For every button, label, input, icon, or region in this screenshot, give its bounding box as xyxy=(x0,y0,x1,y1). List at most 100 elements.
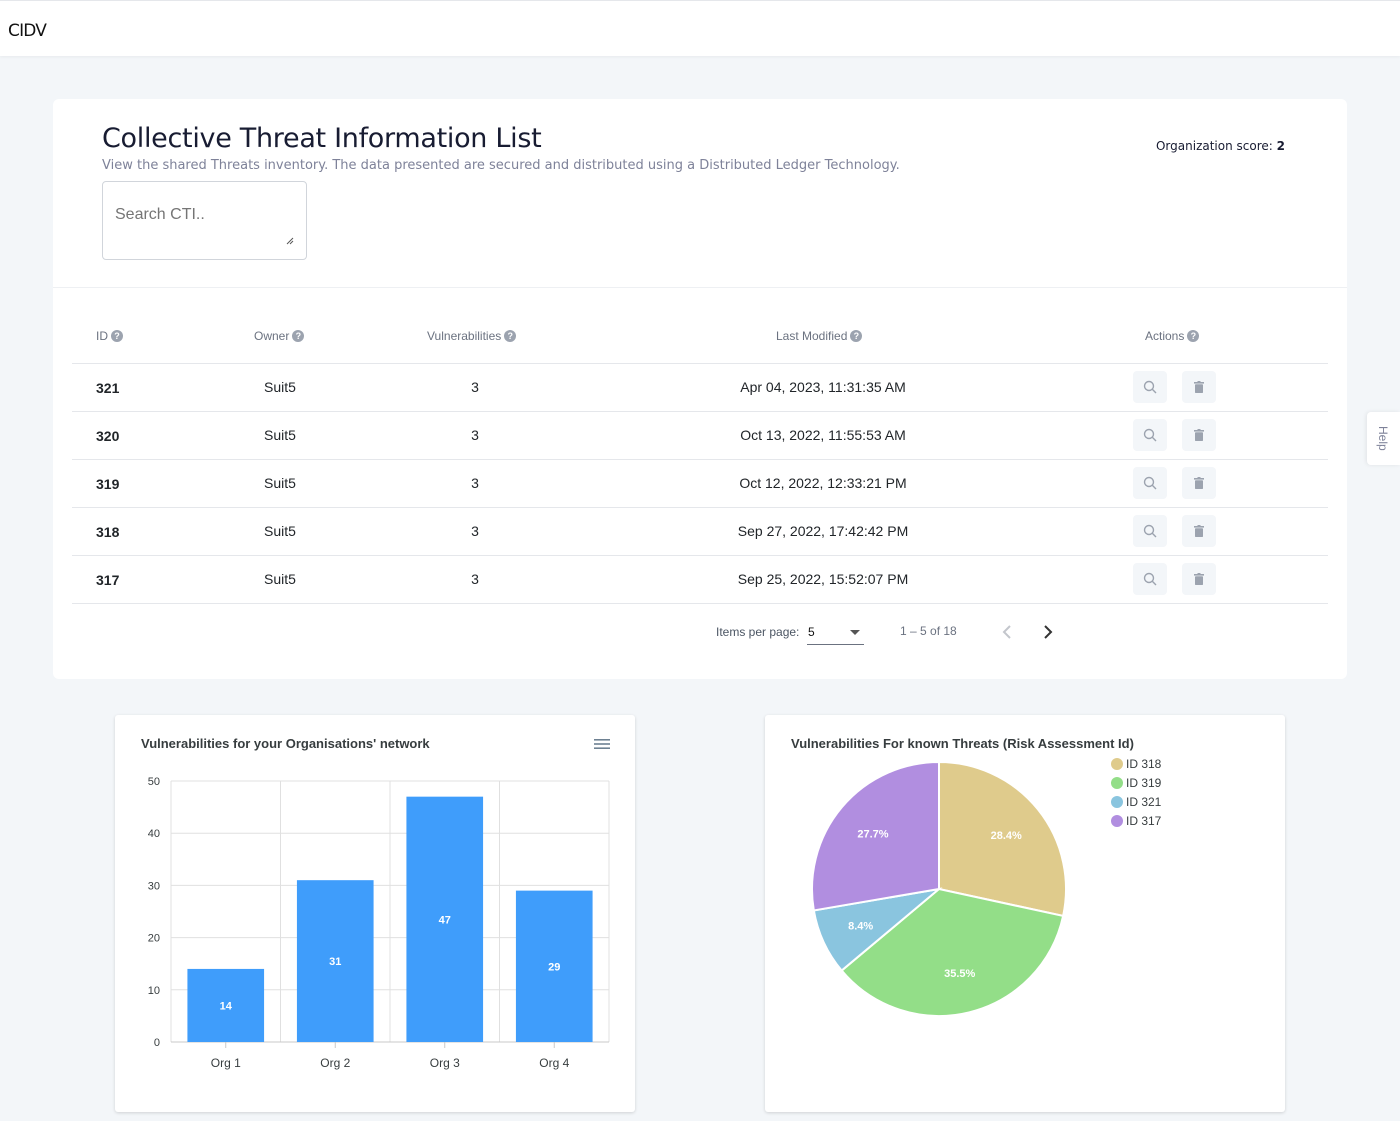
pie-chart-title: Vulnerabilities For known Threats (Risk … xyxy=(791,736,1134,751)
view-button[interactable] xyxy=(1133,515,1167,547)
items-per-page-value: 5 xyxy=(808,625,815,639)
row-id: 321 xyxy=(96,380,120,396)
pie-slice[interactable] xyxy=(840,887,1065,1017)
bar[interactable] xyxy=(406,796,484,1042)
column-header-vulnerabilities[interactable]: Vulnerabilities ? xyxy=(427,329,517,343)
view-button[interactable] xyxy=(1133,419,1167,451)
column-header-last-modified[interactable]: Last Modified ? xyxy=(776,329,863,343)
page-title: Collective Threat Information List xyxy=(102,123,542,154)
pie-slice[interactable] xyxy=(938,760,1067,918)
bar-chart-card: Vulnerabilities for your Organisations' … xyxy=(115,715,635,1112)
y-tick-label: 20 xyxy=(148,933,160,945)
pie-chart-card: Vulnerabilities For known Threats (Risk … xyxy=(765,715,1285,1112)
legend-label[interactable]: ID 321 xyxy=(1126,795,1162,809)
legend-marker[interactable] xyxy=(1111,815,1123,827)
delete-button[interactable] xyxy=(1182,467,1216,499)
delete-button[interactable] xyxy=(1182,563,1216,595)
pie-slice-label: 28.4% xyxy=(991,830,1022,842)
row-border xyxy=(72,603,1328,604)
legend-label[interactable]: ID 318 xyxy=(1126,757,1162,771)
y-tick-label: 10 xyxy=(148,985,160,997)
caret-down-icon xyxy=(850,630,860,635)
table-row[interactable]: 318 Suit5 3 Sep 27, 2022, 17:42:42 PM xyxy=(72,507,1328,555)
delete-button[interactable] xyxy=(1182,419,1216,451)
pie-chart: 28.4% 35.5% 8.4% 27.7% ID 318 ID 319 ID 321 ID … xyxy=(811,757,1162,1017)
hamburger-menu-icon[interactable] xyxy=(594,738,610,750)
bar-chart-title: Vulnerabilities for your Organisations' … xyxy=(141,736,430,751)
column-header-label: Vulnerabilities xyxy=(427,329,502,343)
column-header-label: Last Modified xyxy=(776,329,848,343)
search-icon xyxy=(1143,428,1157,442)
bar[interactable] xyxy=(187,968,265,1042)
view-button[interactable] xyxy=(1133,563,1167,595)
search-icon xyxy=(1143,572,1157,586)
bar-data-label: 14 xyxy=(220,1000,233,1012)
table-row[interactable]: 320 Suit5 3 Oct 13, 2022, 11:55:53 AM xyxy=(72,411,1328,459)
cti-list-card: Collective Threat Information List View … xyxy=(53,99,1347,679)
row-border xyxy=(72,459,1328,460)
pie-slice[interactable] xyxy=(811,760,940,912)
next-page-button[interactable] xyxy=(1040,622,1056,642)
legend-marker[interactable] xyxy=(1111,777,1123,789)
view-button[interactable] xyxy=(1133,371,1167,403)
trash-icon xyxy=(1194,525,1204,537)
help-icon[interactable]: ? xyxy=(504,330,517,342)
pagination-range: 1 – 5 of 18 xyxy=(900,624,957,638)
table-row[interactable]: 317 Suit5 3 Sep 25, 2022, 15:52:07 PM xyxy=(72,555,1328,603)
y-tick-label: 0 xyxy=(154,1037,160,1049)
bar-data-label: 29 xyxy=(548,961,560,973)
bar-data-label: 31 xyxy=(329,956,341,968)
x-tick-label: Org 3 xyxy=(430,1056,460,1070)
column-header-owner[interactable]: Owner ? xyxy=(254,329,305,343)
pie-slice-label: 35.5% xyxy=(944,968,975,980)
items-per-page-select[interactable]: 5 xyxy=(807,619,864,645)
organization-score: Organization score: 2 xyxy=(1156,139,1285,153)
delete-button[interactable] xyxy=(1182,515,1216,547)
bar[interactable] xyxy=(515,890,593,1042)
row-id: 318 xyxy=(96,524,120,540)
bar[interactable] xyxy=(296,880,374,1042)
row-border xyxy=(72,507,1328,508)
y-tick-label: 30 xyxy=(148,880,160,892)
search-input[interactable] xyxy=(102,181,307,260)
view-button[interactable] xyxy=(1133,467,1167,499)
help-icon[interactable]: ? xyxy=(292,330,305,342)
pie-slice-label: 8.4% xyxy=(848,920,873,932)
legend-label[interactable]: ID 319 xyxy=(1126,776,1162,790)
previous-page-button[interactable] xyxy=(1000,622,1016,642)
table-row[interactable]: 321 Suit5 3 Apr 04, 2023, 11:31:35 AM xyxy=(72,363,1328,411)
legend-marker[interactable] xyxy=(1111,758,1123,770)
search-icon xyxy=(1143,524,1157,538)
pie-slice-label: 27.7% xyxy=(857,828,888,840)
x-tick-label: Org 1 xyxy=(211,1056,241,1070)
page-subtitle: View the shared Threats inventory. The d… xyxy=(102,158,900,173)
brand-logo[interactable]: CIDV xyxy=(8,21,47,41)
table-row[interactable]: 319 Suit5 3 Oct 12, 2022, 12:33:21 PM xyxy=(72,459,1328,507)
row-id: 320 xyxy=(96,428,120,444)
trash-icon xyxy=(1194,573,1204,585)
help-icon[interactable]: ? xyxy=(850,330,863,342)
help-icon[interactable]: ? xyxy=(1187,330,1200,342)
bar-data-label: 47 xyxy=(439,914,451,926)
trash-icon xyxy=(1194,381,1204,393)
search-icon xyxy=(1143,380,1157,394)
row-border xyxy=(72,411,1328,412)
table-header-border xyxy=(72,363,1328,364)
section-divider xyxy=(53,287,1347,288)
legend-label[interactable]: ID 317 xyxy=(1126,814,1162,828)
help-tab[interactable]: Help xyxy=(1367,412,1400,465)
legend-marker[interactable] xyxy=(1111,796,1123,808)
y-tick-label: 40 xyxy=(148,828,160,840)
x-tick-label: Org 4 xyxy=(539,1056,569,1070)
column-header-id[interactable]: ID ? xyxy=(96,329,123,343)
search-icon xyxy=(1143,476,1157,490)
column-header-label: Owner xyxy=(254,329,290,343)
organization-score-label: Organization score: xyxy=(1155,139,1273,153)
delete-button[interactable] xyxy=(1182,371,1216,403)
bar-chart: 0 10 20 30 40 50 14 Org 1 31 Org 2 47 Org 3 29 Org 4 xyxy=(148,776,610,1070)
row-id: 317 xyxy=(96,572,120,588)
resize-grip-icon[interactable] xyxy=(286,237,294,245)
trash-icon xyxy=(1194,429,1204,441)
trash-icon xyxy=(1194,477,1204,489)
help-icon[interactable]: ? xyxy=(111,330,123,342)
